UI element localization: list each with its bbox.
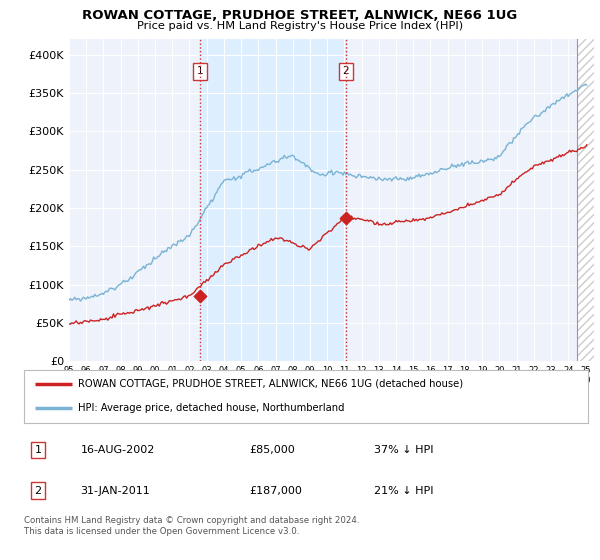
Text: 37% ↓ HPI: 37% ↓ HPI (374, 445, 433, 455)
Text: 2: 2 (35, 486, 41, 496)
Text: ROWAN COTTAGE, PRUDHOE STREET, ALNWICK, NE66 1UG (detached house): ROWAN COTTAGE, PRUDHOE STREET, ALNWICK, … (77, 379, 463, 389)
Text: 1: 1 (35, 445, 41, 455)
Text: £187,000: £187,000 (250, 486, 302, 496)
Bar (577, 39, 600, 361)
Point (341, 213, 350, 222)
Text: HPI: Average price, detached house, Northumberland: HPI: Average price, detached house, Nort… (77, 403, 344, 413)
Text: Price paid vs. HM Land Registry's House Price Index (HPI): Price paid vs. HM Land Registry's House … (137, 21, 463, 31)
Text: 2: 2 (343, 67, 349, 76)
Text: 1: 1 (197, 67, 203, 76)
Text: Contains HM Land Registry data © Crown copyright and database right 2024.
This d: Contains HM Land Registry data © Crown c… (24, 516, 359, 536)
Text: 21% ↓ HPI: 21% ↓ HPI (374, 486, 433, 496)
Text: £85,000: £85,000 (250, 445, 295, 455)
Text: ROWAN COTTAGE, PRUDHOE STREET, ALNWICK, NE66 1UG: ROWAN COTTAGE, PRUDHOE STREET, ALNWICK, … (82, 9, 518, 22)
Bar (577, 39, 600, 361)
Bar (200, 39, 346, 361)
Text: 16-AUG-2002: 16-AUG-2002 (80, 445, 155, 455)
Point (196, 292, 205, 301)
Text: 31-JAN-2011: 31-JAN-2011 (80, 486, 150, 496)
